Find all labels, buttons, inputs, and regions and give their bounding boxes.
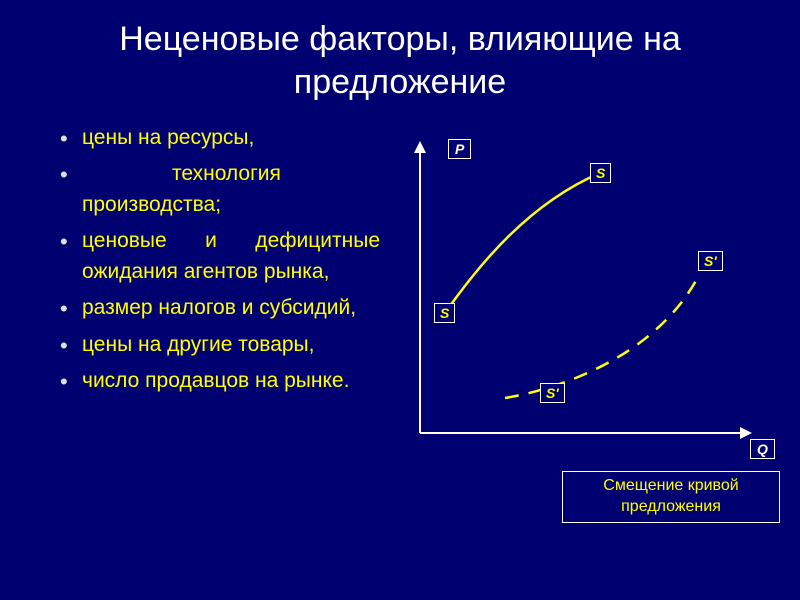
curve-label-s-top: S (590, 163, 611, 183)
axis-label-q: Q (750, 439, 775, 459)
bullet-list: цены на ресурсы, технология производства… (20, 123, 390, 523)
chart-caption-text: Смещение кривой предложения (603, 477, 738, 515)
list-item: ценовые и дефицитные ожидания агентов ры… (60, 226, 380, 287)
bullet-text: цены на ресурсы, (82, 126, 254, 149)
list-item: число продавцов на рынке. (60, 366, 380, 396)
bullet-text: ценовые и дефицитные ожидания агентов ры… (82, 229, 380, 282)
bullet-text: число продавцов на рынке. (82, 369, 349, 392)
content-row: цены на ресурсы, технология производства… (0, 113, 800, 523)
axis-label-p: P (448, 139, 471, 159)
list-item: цены на ресурсы, (60, 123, 380, 153)
chart-caption: Смещение кривой предложения (562, 471, 780, 523)
supply-shift-chart: P Q S S S' S' Смещение кривой предложени… (390, 123, 780, 523)
chart-svg (390, 123, 770, 463)
bullet-text: цены на другие товары, (82, 333, 314, 356)
curve-label-sprime-bottom: S' (540, 383, 565, 403)
curve-label-s-bottom: S (434, 303, 455, 323)
list-item: размер налогов и субсидий, (60, 293, 380, 323)
curve-label-sprime-top: S' (698, 251, 723, 271)
bullet-text: размер налогов и субсидий, (82, 296, 356, 319)
list-item: технология производства; (60, 159, 380, 220)
list-item: цены на другие товары, (60, 330, 380, 360)
slide-title: Неценовые факторы, влияющие на предложен… (0, 0, 800, 113)
bullet-text: технология производства; (82, 162, 281, 215)
